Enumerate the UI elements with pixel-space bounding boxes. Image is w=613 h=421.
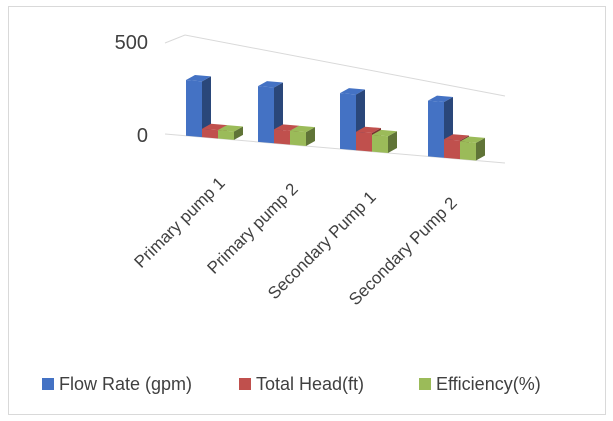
bar-group — [428, 95, 485, 161]
legend-label: Total Head(ft) — [256, 374, 364, 394]
bar — [428, 100, 444, 158]
bar-top — [428, 95, 453, 102]
bar-top — [356, 126, 381, 134]
bar — [290, 130, 306, 147]
bar-group — [258, 81, 315, 147]
bar — [356, 131, 372, 152]
bar-top — [186, 74, 211, 82]
bar — [460, 141, 476, 161]
bars — [186, 74, 485, 161]
bar-top — [444, 134, 469, 141]
y-axis-ticks: 500 0 — [115, 32, 148, 147]
bar-top — [218, 125, 243, 132]
legend-item: Efficiency(%) — [419, 374, 541, 394]
legend-swatch — [42, 378, 54, 390]
bar-top — [460, 136, 485, 143]
y-tick-label: 500 — [115, 32, 148, 54]
bar — [202, 128, 218, 139]
bar-side — [234, 126, 243, 140]
legend-label: Flow Rate (gpm) — [59, 374, 192, 394]
bar-group — [340, 88, 397, 154]
bar-top — [274, 124, 299, 131]
bar-top — [290, 125, 315, 133]
bar-top — [372, 129, 397, 137]
bar — [444, 139, 460, 160]
chart-area — [8, 6, 606, 415]
legend: Flow Rate (gpm) Total Head(ft) Efficiency(… — [42, 374, 541, 394]
bar — [218, 130, 234, 140]
bar — [340, 93, 356, 151]
bar-side — [306, 127, 315, 147]
bar — [258, 86, 274, 144]
y-tick-label: 0 — [137, 125, 148, 147]
bar — [186, 79, 202, 138]
gridline-top — [164, 34, 506, 97]
legend-swatch — [239, 378, 251, 390]
bar-top — [258, 81, 283, 88]
legend-item: Total Head(ft) — [239, 374, 364, 394]
legend-label: Efficiency(%) — [436, 374, 541, 394]
legend-item: Flow Rate (gpm) — [42, 374, 192, 394]
bar — [274, 129, 290, 145]
bar-top — [202, 123, 227, 131]
bar-side — [476, 137, 485, 161]
legend-swatch — [419, 378, 431, 390]
bar-side — [388, 131, 397, 154]
bar-side — [202, 76, 211, 138]
bar-top — [340, 88, 365, 95]
bar — [372, 134, 388, 154]
bar-group — [186, 74, 243, 140]
